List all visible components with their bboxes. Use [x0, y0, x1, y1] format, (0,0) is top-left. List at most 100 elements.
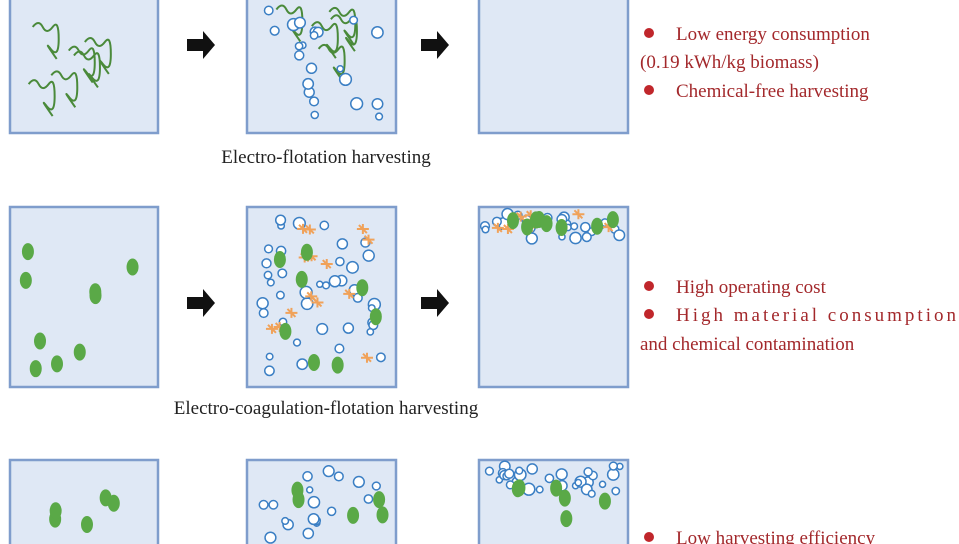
bubble [535, 485, 544, 494]
bubble [352, 292, 363, 303]
bubble [293, 16, 307, 29]
cell [540, 215, 553, 233]
cell [292, 491, 305, 509]
cell [107, 494, 120, 512]
floc [343, 288, 356, 299]
note: High material consumption [676, 305, 957, 326]
bubble [305, 486, 314, 494]
filament [311, 21, 339, 59]
bubble [264, 531, 277, 544]
cell [521, 218, 534, 236]
bullets [644, 28, 654, 542]
bubble [371, 97, 384, 110]
bullet [644, 309, 654, 319]
cell [558, 489, 571, 507]
cell [49, 502, 62, 520]
bubble [350, 97, 364, 111]
caption: Electro-coagulation-flotation harvesting [174, 398, 479, 419]
cell [126, 258, 139, 276]
cell [307, 353, 320, 371]
cell [80, 516, 93, 534]
bubble [263, 270, 273, 280]
bubble [269, 25, 280, 36]
bubble [261, 258, 272, 269]
bubble [302, 471, 313, 482]
bubble [263, 244, 274, 254]
cell [295, 270, 308, 288]
bubble [336, 238, 349, 250]
arrows [187, 31, 449, 317]
bubble [574, 478, 583, 487]
bubble [583, 467, 593, 477]
cell [21, 243, 34, 261]
tank [8, 205, 160, 389]
floc [491, 222, 504, 233]
bubble [349, 15, 359, 25]
cell [51, 355, 64, 373]
bubble [335, 256, 345, 267]
cell [550, 479, 563, 497]
note: and chemical contamination [640, 334, 855, 355]
bubble [315, 280, 324, 289]
bubble [334, 343, 345, 354]
cell [19, 271, 32, 289]
tank [245, 0, 398, 135]
cell [279, 322, 292, 340]
bubble [275, 290, 285, 300]
bubble [611, 486, 621, 496]
note: (0.19 kWh/kg biomass) [640, 52, 819, 73]
note: Low harvesting efficiency [676, 528, 876, 544]
floc [285, 307, 298, 318]
cell [331, 356, 344, 374]
bullet [644, 532, 654, 542]
cell [356, 279, 369, 297]
cell [29, 360, 42, 378]
bubble [613, 229, 626, 242]
note: Chemical-free harvesting [676, 81, 869, 102]
floc [360, 352, 373, 363]
bubble [266, 278, 275, 287]
bubble [305, 62, 318, 75]
cell [555, 219, 568, 237]
bubble [555, 468, 568, 481]
cell [530, 211, 543, 229]
bubble [598, 480, 607, 489]
cell [89, 287, 102, 305]
bubble [294, 50, 305, 61]
cell [347, 506, 360, 524]
bubble [302, 527, 315, 540]
floc [320, 259, 333, 270]
bubble [268, 499, 279, 510]
particles [19, 4, 626, 544]
bullet [644, 85, 654, 95]
floc [572, 209, 585, 220]
bubble [274, 214, 287, 226]
bubble [569, 231, 582, 245]
arrow [421, 31, 449, 59]
bubble [525, 232, 539, 245]
bullet [644, 281, 654, 291]
floc [356, 224, 369, 235]
bubble [515, 466, 524, 475]
tank [477, 205, 630, 389]
bubble [294, 41, 304, 51]
filament [317, 43, 346, 82]
floc [265, 323, 278, 334]
cell [369, 308, 382, 326]
bubble [336, 64, 345, 73]
bubble [309, 30, 319, 40]
cell [511, 480, 524, 498]
arrow [187, 31, 215, 59]
bubble [292, 338, 302, 347]
bubble [371, 481, 381, 491]
bubble [342, 322, 355, 334]
tank [8, 0, 160, 135]
bubble [481, 225, 490, 234]
floc [303, 224, 316, 235]
bubble [328, 275, 342, 288]
bubble [581, 232, 592, 243]
bubble [570, 222, 579, 231]
bullet [644, 28, 654, 38]
filament [84, 36, 112, 75]
bubble [265, 352, 274, 361]
